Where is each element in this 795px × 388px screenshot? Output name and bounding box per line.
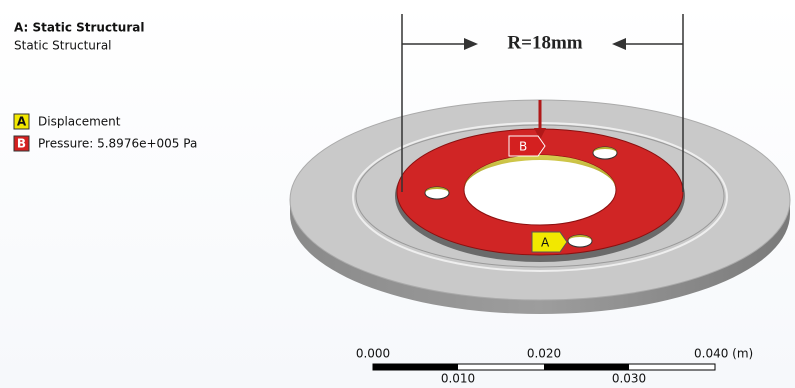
legend-letter: A bbox=[17, 115, 27, 129]
legend-letter: B bbox=[17, 137, 26, 151]
displacement-tag-label: A bbox=[541, 236, 550, 250]
viewport: A: Static Structural Static Structural A… bbox=[0, 0, 795, 388]
scale-label: 0.010 bbox=[441, 372, 475, 386]
displacement-tag bbox=[532, 232, 567, 252]
scale-label: 0.000 bbox=[356, 347, 390, 361]
dimension-label: R=18mm bbox=[507, 32, 582, 53]
analysis-title: A: Static Structural bbox=[14, 21, 144, 35]
scale-label: 0.020 bbox=[527, 347, 561, 361]
scale-label: 0.040 (m) bbox=[694, 347, 753, 361]
scale-bar bbox=[373, 364, 715, 370]
scale-label: 0.030 bbox=[612, 372, 646, 386]
pressure-tag-label: B bbox=[519, 140, 527, 154]
legend-label: Pressure: 5.8976e+005 Pa bbox=[38, 137, 197, 151]
legend-label: Displacement bbox=[38, 115, 121, 129]
analysis-subtitle: Static Structural bbox=[14, 39, 112, 53]
